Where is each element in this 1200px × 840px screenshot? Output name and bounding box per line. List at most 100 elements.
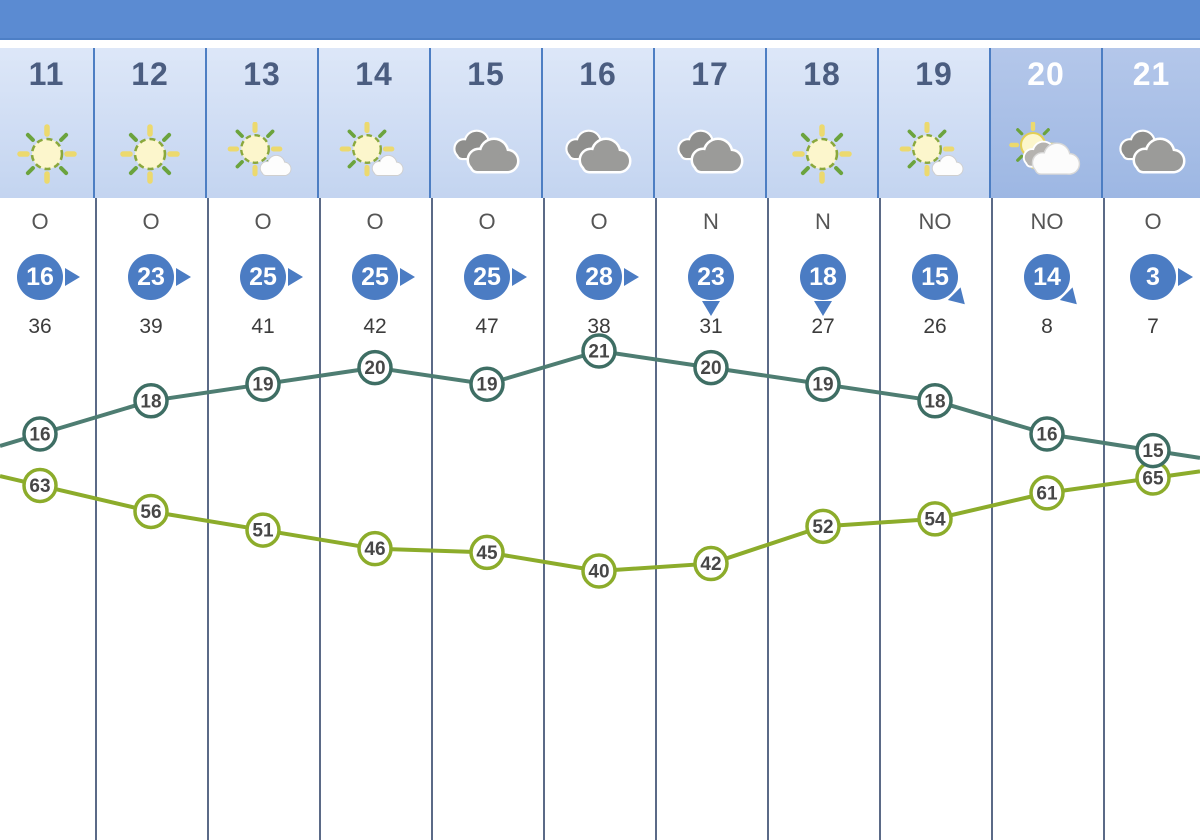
wind-gust-value: 8 bbox=[1041, 315, 1053, 338]
humidity-line bbox=[0, 469, 1200, 573]
wind-speed-badge: 3 bbox=[1130, 254, 1193, 300]
wind-gust-value: 42 bbox=[363, 315, 387, 338]
temperature-point-marker: 18 bbox=[133, 383, 169, 419]
wind-speed-value: 28 bbox=[585, 263, 613, 291]
humidity-point-value: 52 bbox=[812, 517, 833, 538]
hour-label: 15 bbox=[467, 56, 505, 92]
column-separator bbox=[1103, 198, 1105, 840]
hour-header-cell: 12 bbox=[95, 48, 207, 198]
column-separator bbox=[879, 198, 881, 840]
hour-label: 11 bbox=[28, 56, 65, 92]
column-separator bbox=[991, 198, 993, 840]
humidity-point-value: 65 bbox=[1142, 469, 1164, 490]
wind-speed-value: 15 bbox=[921, 263, 949, 291]
humidity-point-value: 45 bbox=[476, 543, 498, 564]
temperature-point-value: 20 bbox=[364, 358, 385, 379]
hour-label: 16 bbox=[579, 56, 617, 92]
humidity-point-marker: 54 bbox=[917, 501, 953, 537]
wind-direction-label: N bbox=[703, 209, 719, 234]
hour-header-cell: 16 bbox=[543, 48, 655, 198]
hour-label: 17 bbox=[691, 56, 729, 92]
wind-speed-badge: 25 bbox=[352, 254, 415, 300]
sun-behind-cloud-icon bbox=[1008, 122, 1084, 186]
temperature-point-marker: 18 bbox=[917, 383, 953, 419]
column-separator bbox=[767, 198, 769, 840]
wind-arrow-right-icon bbox=[400, 268, 415, 286]
temperature-point-value: 20 bbox=[700, 358, 721, 379]
wind-speed-value: 23 bbox=[697, 263, 725, 291]
hour-header-cell: 20 bbox=[991, 48, 1103, 198]
humidity-point-value: 46 bbox=[364, 539, 385, 560]
sun-icon bbox=[784, 122, 860, 186]
hour-header-cell: 17 bbox=[655, 48, 767, 198]
hourly-forecast-table: 11 O 16 36 12 O 23 39 13 O 25 41 14 O 25 42 15 O 25 47 16 O 28… bbox=[0, 48, 1200, 840]
column-separator bbox=[319, 198, 321, 840]
hour-label: 12 bbox=[131, 56, 169, 92]
column-separator bbox=[207, 198, 209, 840]
temperature-point-marker: 20 bbox=[693, 349, 729, 386]
clouds-icon bbox=[1114, 122, 1190, 186]
wind-arrow-down-right-icon bbox=[947, 287, 972, 311]
hour-label: 20 bbox=[1027, 56, 1065, 92]
temperature-point-value: 16 bbox=[29, 425, 50, 446]
wind-gust-value: 31 bbox=[699, 315, 723, 338]
humidity-point-value: 56 bbox=[140, 502, 161, 523]
top-nav-bar bbox=[0, 0, 1200, 40]
wind-direction-label: NO bbox=[918, 209, 952, 234]
sun-small-cloud-icon bbox=[224, 122, 300, 186]
wind-arrow-right-icon bbox=[1178, 268, 1193, 286]
temperature-point-marker: 20 bbox=[357, 349, 393, 386]
wind-direction-label: O bbox=[254, 209, 272, 234]
wind-arrow-right-icon bbox=[288, 268, 303, 286]
hour-header-cell: 18 bbox=[767, 48, 879, 198]
sun-small-cloud-icon bbox=[336, 122, 412, 186]
wind-speed-value: 18 bbox=[809, 263, 837, 291]
wind-arrow-down-icon bbox=[814, 301, 832, 316]
wind-arrow-down-right-icon bbox=[1059, 287, 1084, 311]
wind-speed-badge: 18 bbox=[800, 254, 846, 316]
wind-speed-value: 25 bbox=[361, 263, 389, 291]
wind-gust-value: 38 bbox=[587, 315, 611, 338]
wind-speed-value: 25 bbox=[473, 263, 501, 291]
clouds-icon bbox=[672, 122, 748, 186]
wind-speed-badge: 15 bbox=[912, 254, 972, 311]
wind-speed-value: 3 bbox=[1146, 263, 1160, 291]
hour-header-cell: 21 bbox=[1103, 48, 1200, 198]
wind-gust-value: 7 bbox=[1147, 315, 1159, 338]
wind-direction-label: O bbox=[478, 209, 496, 234]
column-separator bbox=[655, 198, 657, 840]
temperature-point-value: 18 bbox=[924, 391, 945, 412]
hour-label: 18 bbox=[803, 56, 841, 92]
column-separator bbox=[95, 198, 97, 840]
temperature-point-value: 21 bbox=[588, 342, 610, 363]
temperature-point-value: 15 bbox=[1142, 441, 1164, 462]
column-separator bbox=[543, 198, 545, 840]
hour-header-cell: 14 bbox=[319, 48, 431, 198]
humidity-point-value: 42 bbox=[700, 554, 721, 575]
temperature-point-marker: 15 bbox=[1135, 432, 1171, 469]
temperature-point-value: 19 bbox=[252, 375, 273, 396]
humidity-point-marker: 45 bbox=[469, 534, 505, 571]
temperature-point-value: 18 bbox=[140, 391, 161, 412]
humidity-point-marker: 65 bbox=[1135, 460, 1171, 496]
sun-small-cloud-icon bbox=[896, 122, 972, 186]
wind-direction-label: O bbox=[31, 209, 49, 234]
wind-arrow-right-icon bbox=[176, 268, 191, 286]
clouds-icon bbox=[560, 122, 636, 186]
wind-speed-badge: 23 bbox=[128, 254, 191, 300]
temperature-point-value: 19 bbox=[476, 375, 497, 396]
hour-label: 21 bbox=[1132, 56, 1171, 92]
column-separator bbox=[431, 198, 433, 840]
humidity-point-marker: 51 bbox=[245, 512, 281, 548]
hour-header-cell: 13 bbox=[207, 48, 319, 198]
wind-gust-value: 41 bbox=[251, 315, 275, 338]
sun-icon bbox=[9, 122, 85, 186]
wind-speed-badge: 14 bbox=[1024, 254, 1084, 311]
wind-arrow-right-icon bbox=[512, 268, 527, 286]
temperature-point-marker: 19 bbox=[805, 366, 841, 402]
temperature-point-value: 16 bbox=[1036, 425, 1057, 446]
wind-direction-label: O bbox=[1144, 209, 1162, 234]
wind-speed-badge: 25 bbox=[240, 254, 303, 300]
wind-speed-value: 14 bbox=[1033, 263, 1061, 291]
wind-gust-value: 27 bbox=[811, 315, 835, 338]
